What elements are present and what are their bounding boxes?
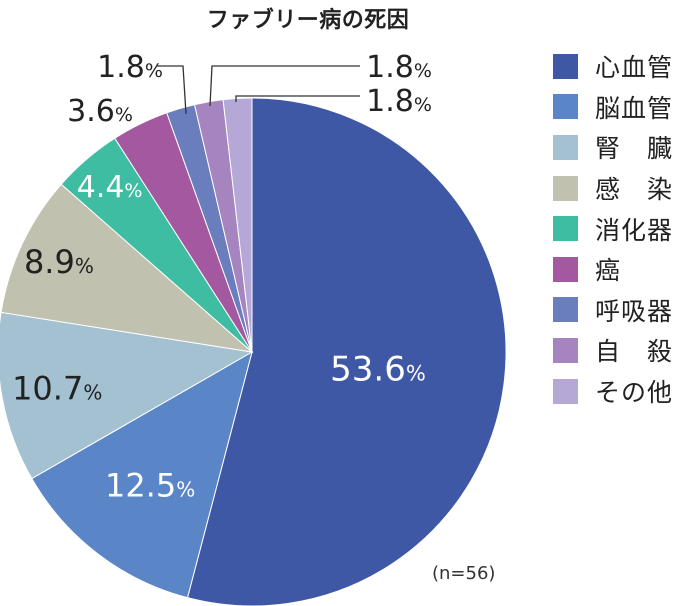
- legend-item-呼吸器: 呼吸器: [553, 290, 673, 331]
- data-label-癌: 3.6%: [67, 94, 133, 129]
- data-label-感染: 8.9%: [24, 243, 94, 281]
- legend-label: 腎 臓: [595, 134, 674, 164]
- data-label-脳血管: 12.5%: [105, 467, 195, 505]
- legend-item-脳血管: 脳血管: [553, 87, 673, 128]
- pie-slice-腎臓: [0, 311, 254, 480]
- pie-slice-心血管: [186, 97, 507, 606]
- data-label-呼吸器: 1.8%: [97, 50, 163, 85]
- pie-slice-脳血管: [31, 350, 253, 599]
- legend-item-自殺: 自 殺: [553, 330, 673, 371]
- legend-label: 消化器: [595, 215, 674, 245]
- legend-swatch: [553, 53, 578, 79]
- legend-label: 呼吸器: [595, 296, 674, 326]
- legend-item-癌: 癌: [553, 249, 673, 290]
- data-label-自殺: 1.8%: [366, 50, 432, 85]
- legend-swatch: [553, 337, 578, 363]
- legend-label: 心血管: [595, 53, 674, 83]
- leader-line-呼吸器: [157, 65, 187, 115]
- data-label-消化器: 4.4%: [77, 170, 143, 205]
- legend-swatch: [553, 256, 578, 282]
- data-label-心血管: 53.6%: [330, 350, 426, 390]
- data-label-腎臓: 10.7%: [12, 369, 102, 407]
- legend-swatch: [553, 216, 578, 242]
- legend-label: その他: [595, 378, 674, 408]
- legend-label: 自 殺: [595, 337, 674, 367]
- data-label-その他: 1.8%: [366, 84, 432, 119]
- legend-swatch: [553, 94, 578, 120]
- legend-item-消化器: 消化器: [553, 208, 673, 249]
- legend-label: 感 染: [595, 175, 674, 205]
- sample-size-note: (n=56): [432, 563, 496, 584]
- legend-swatch: [553, 134, 578, 160]
- pie-slice-その他: [222, 97, 253, 353]
- leader-line-その他: [235, 95, 360, 102]
- legend-label: 脳血管: [595, 93, 674, 123]
- legend-item-腎臓: 腎 臓: [553, 127, 673, 168]
- legend: 心血管脳血管腎 臓感 染消化器癌呼吸器自 殺その他: [553, 46, 673, 411]
- legend-label: 癌: [595, 256, 622, 286]
- chart-title: ファブリー病の死因: [206, 8, 410, 33]
- leader-line-自殺: [209, 65, 360, 107]
- legend-swatch: [553, 378, 578, 404]
- legend-swatch: [553, 297, 578, 323]
- legend-item-感染: 感 染: [553, 168, 673, 209]
- legend-item-心血管: 心血管: [553, 46, 673, 87]
- legend-item-その他: その他: [553, 371, 673, 412]
- legend-swatch: [553, 175, 578, 201]
- pie-slice-感染: [0, 183, 254, 353]
